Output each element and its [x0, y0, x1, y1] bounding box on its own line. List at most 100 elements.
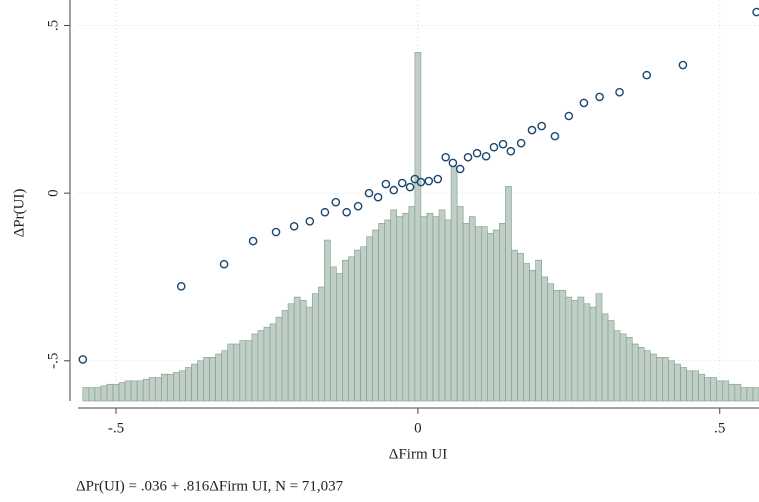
histogram-bar — [106, 383, 114, 402]
histogram-bar — [740, 387, 748, 402]
scatter-point — [472, 148, 482, 158]
histogram-bar — [631, 343, 639, 402]
histogram-bar — [668, 360, 675, 402]
scatter-point — [289, 222, 299, 231]
scatter-point — [441, 152, 450, 162]
histogram-bar — [324, 239, 331, 402]
histogram-bar — [179, 370, 186, 402]
y-tick-label: .5 — [45, 20, 61, 31]
histogram-bar — [456, 206, 464, 402]
histogram-bar — [746, 387, 754, 402]
histogram-bar — [680, 367, 687, 402]
scatter-point — [416, 177, 426, 187]
histogram-bar — [161, 373, 168, 402]
scatter-point — [248, 236, 258, 246]
scatter-point — [381, 179, 391, 189]
histogram-bar — [384, 219, 392, 402]
histogram-bar — [583, 303, 591, 402]
histogram-bar — [468, 216, 476, 402]
histogram-bar — [462, 222, 470, 402]
histogram-bar — [613, 330, 621, 402]
histogram-bar — [275, 316, 283, 402]
histogram-bar — [704, 377, 712, 402]
scatter-point — [433, 174, 443, 184]
scatter-point — [397, 178, 407, 188]
histogram-bar — [305, 306, 313, 402]
histogram-bar — [728, 383, 736, 402]
scatter-point — [752, 7, 759, 17]
histogram-bar — [348, 256, 355, 402]
histogram-bar — [438, 209, 446, 402]
histogram-bar — [656, 357, 663, 402]
histogram-bar — [112, 383, 120, 402]
histogram-bar — [227, 343, 235, 402]
histogram-bar — [245, 340, 253, 402]
x-tick-label: -.5 — [108, 420, 124, 436]
histogram-bar — [402, 212, 410, 402]
histogram-bar — [287, 303, 295, 402]
histogram-bar — [493, 229, 500, 402]
scatter-point — [353, 201, 363, 211]
histogram-bar — [414, 52, 422, 402]
histogram-bar — [136, 380, 144, 402]
scatter-point — [550, 131, 560, 141]
histogram-bar — [354, 249, 361, 402]
histogram-bar — [535, 259, 542, 402]
histogram-bar — [643, 350, 651, 402]
histogram-bar — [317, 286, 325, 402]
histogram-bar — [360, 246, 367, 402]
histogram-bar — [100, 385, 108, 402]
histogram-bar — [619, 333, 627, 402]
histogram-bar — [372, 229, 379, 402]
histogram-bar — [269, 323, 277, 402]
x-axis-title: ΔFirm UI — [389, 446, 447, 462]
scatter-point — [219, 259, 229, 269]
histogram-bar — [426, 212, 434, 402]
histogram-bar — [191, 363, 198, 402]
histogram-bar — [378, 222, 385, 402]
scatter-point — [678, 60, 688, 70]
scatter-point — [448, 158, 458, 168]
histogram-bar — [396, 216, 404, 402]
histogram-bar — [559, 290, 567, 402]
scatter-point — [506, 146, 516, 156]
y-tick-label: 0 — [45, 189, 61, 197]
histogram-bar — [444, 219, 452, 402]
scatter-point — [579, 98, 589, 108]
histogram-bar — [480, 226, 488, 402]
histogram-bar — [167, 373, 174, 402]
histogram-bar — [710, 377, 718, 402]
scatter-point — [176, 282, 186, 291]
histogram-bar — [330, 266, 337, 402]
histogram-bar — [565, 296, 573, 402]
scatter-point — [271, 227, 281, 237]
histogram-bar — [686, 370, 693, 402]
histogram-bar — [589, 306, 597, 402]
histogram-bar — [420, 216, 428, 402]
histogram-bar — [487, 233, 494, 402]
scatter-point — [342, 207, 351, 217]
histogram-bar — [118, 382, 126, 402]
histogram-bar — [517, 253, 524, 402]
scatter-point — [455, 164, 465, 174]
histogram-bar — [577, 296, 585, 402]
histogram-bar — [336, 273, 343, 402]
scatter-point — [516, 138, 526, 148]
histogram-bar — [450, 166, 458, 402]
histogram-bar — [529, 269, 536, 402]
histogram-bar — [650, 353, 657, 402]
histogram-bar — [408, 206, 416, 402]
histogram-bar — [281, 310, 289, 402]
histogram-bar — [215, 353, 222, 402]
histogram-bar — [595, 293, 603, 402]
y-tick-label: -.5 — [45, 353, 61, 369]
histogram-bar — [197, 360, 204, 402]
histogram-bar — [390, 209, 398, 402]
scatter-point — [595, 92, 604, 102]
note: ΔPr(UI) = .036 + .816ΔFirm UI, N = 71,03… — [76, 478, 344, 494]
histogram-bar — [511, 249, 518, 402]
scatter-point — [331, 197, 341, 207]
histogram-bar — [752, 387, 759, 402]
histogram-bar — [505, 186, 512, 402]
histogram-bar — [637, 347, 645, 402]
